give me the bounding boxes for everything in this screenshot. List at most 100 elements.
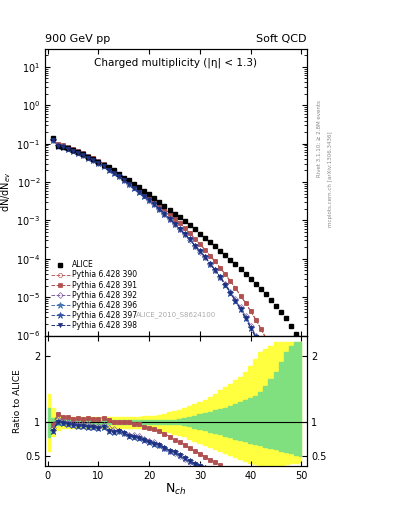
- Text: Soft QCD: Soft QCD: [256, 33, 307, 44]
- Pythia 6.428 397: [193, 243, 197, 249]
- Pythia 6.428 398: [162, 210, 167, 217]
- Pythia 6.428 398: [238, 306, 243, 312]
- Pythia 6.428 391: [264, 335, 268, 342]
- ALICE: [157, 199, 162, 205]
- Pythia 6.428 392: [137, 188, 141, 194]
- Pythia 6.428 392: [101, 162, 106, 168]
- Pythia 6.428 396: [193, 243, 197, 249]
- ALICE: [142, 187, 147, 194]
- Pythia 6.428 398: [233, 298, 238, 304]
- Pythia 6.428 396: [274, 384, 279, 390]
- Pythia 6.428 396: [177, 226, 182, 232]
- Pythia 6.428 397: [233, 298, 238, 304]
- ALICE: [76, 149, 81, 155]
- Pythia 6.428 398: [182, 231, 187, 237]
- Pythia 6.428 398: [66, 146, 70, 152]
- Pythia 6.428 390: [218, 265, 222, 271]
- Pythia 6.428 392: [259, 343, 263, 349]
- Pythia 6.428 396: [289, 434, 294, 440]
- Pythia 6.428 398: [50, 137, 55, 143]
- Pythia 6.428 397: [66, 146, 70, 152]
- Pythia 6.428 392: [116, 174, 121, 180]
- ALICE: [152, 195, 157, 201]
- Pythia 6.428 390: [172, 216, 177, 222]
- Pythia 6.428 398: [243, 315, 248, 322]
- Pythia 6.428 398: [284, 416, 288, 422]
- ALICE: [86, 154, 91, 160]
- ALICE: [228, 257, 233, 263]
- Pythia 6.428 391: [66, 144, 70, 150]
- ALICE: [167, 207, 172, 213]
- Pythia 6.428 391: [294, 413, 299, 419]
- ALICE: [127, 177, 131, 183]
- Pythia 6.428 396: [248, 325, 253, 331]
- Pythia 6.428 391: [55, 141, 60, 147]
- Line: Pythia 6.428 398: Pythia 6.428 398: [51, 138, 303, 480]
- Pythia 6.428 391: [50, 136, 55, 142]
- Pythia 6.428 392: [55, 142, 60, 148]
- Pythia 6.428 397: [248, 325, 253, 331]
- Pythia 6.428 391: [284, 382, 288, 389]
- ALICE: [269, 297, 274, 303]
- Pythia 6.428 392: [279, 394, 283, 400]
- Pythia 6.428 392: [299, 463, 304, 469]
- Pythia 6.428 392: [248, 323, 253, 329]
- Pythia 6.428 396: [269, 369, 274, 375]
- Pythia 6.428 397: [71, 148, 75, 154]
- Pythia 6.428 392: [269, 367, 274, 373]
- Pythia 6.428 391: [116, 171, 121, 177]
- ALICE: [61, 144, 65, 150]
- Pythia 6.428 392: [203, 254, 208, 260]
- Pythia 6.428 392: [81, 152, 86, 158]
- Pythia 6.428 391: [238, 292, 243, 298]
- Pythia 6.428 390: [253, 316, 258, 323]
- Pythia 6.428 390: [279, 369, 283, 375]
- ALICE: [96, 159, 101, 165]
- Pythia 6.428 392: [86, 154, 91, 160]
- ALICE: [218, 248, 222, 254]
- Pythia 6.428 392: [228, 288, 233, 294]
- Pythia 6.428 396: [279, 399, 283, 406]
- Pythia 6.428 397: [269, 369, 274, 375]
- Pythia 6.428 391: [299, 429, 304, 435]
- Pythia 6.428 398: [177, 226, 182, 232]
- Pythia 6.428 391: [121, 175, 126, 181]
- Pythia 6.428 398: [259, 345, 263, 351]
- Pythia 6.428 390: [248, 308, 253, 314]
- Pythia 6.428 397: [96, 160, 101, 166]
- Text: ALICE_2010_S8624100: ALICE_2010_S8624100: [136, 312, 216, 318]
- Pythia 6.428 391: [167, 210, 172, 217]
- Pythia 6.428 391: [86, 153, 91, 159]
- Pythia 6.428 396: [198, 248, 202, 254]
- Pythia 6.428 390: [243, 300, 248, 306]
- Pythia 6.428 391: [233, 285, 238, 291]
- Pythia 6.428 392: [121, 177, 126, 183]
- Pythia 6.428 397: [121, 177, 126, 183]
- ALICE: [259, 286, 263, 292]
- Line: Pythia 6.428 392: Pythia 6.428 392: [51, 138, 303, 468]
- Line: Pythia 6.428 396: Pythia 6.428 396: [50, 137, 305, 481]
- Pythia 6.428 398: [111, 170, 116, 176]
- ALICE: [187, 222, 192, 228]
- Pythia 6.428 392: [76, 150, 81, 156]
- Pythia 6.428 390: [55, 141, 60, 147]
- ALICE: [177, 215, 182, 221]
- Pythia 6.428 396: [121, 177, 126, 183]
- Pythia 6.428 392: [106, 166, 111, 172]
- Pythia 6.428 392: [198, 249, 202, 255]
- Pythia 6.428 390: [116, 171, 121, 177]
- Pythia 6.428 390: [213, 259, 218, 265]
- Pythia 6.428 396: [208, 261, 213, 267]
- Pythia 6.428 398: [86, 155, 91, 161]
- Pythia 6.428 398: [193, 243, 197, 249]
- Pythia 6.428 396: [299, 475, 304, 481]
- Pythia 6.428 391: [177, 220, 182, 226]
- Pythia 6.428 396: [76, 150, 81, 156]
- Pythia 6.428 396: [137, 188, 141, 195]
- ALICE: [223, 252, 228, 258]
- Pythia 6.428 398: [269, 369, 274, 375]
- Pythia 6.428 396: [127, 181, 131, 187]
- Pythia 6.428 398: [91, 157, 96, 163]
- ALICE: [116, 171, 121, 177]
- Pythia 6.428 397: [223, 282, 228, 288]
